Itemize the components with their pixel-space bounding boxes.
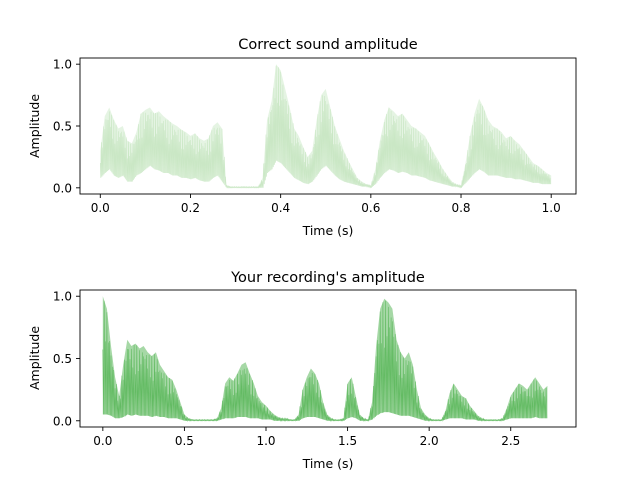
x-axis-ticks: 0.0 0.2 0.4 0.6 0.8 1.0: [91, 194, 561, 215]
x-tick-label: 1.0: [542, 201, 561, 215]
x-axis-label: Time (s): [302, 456, 354, 471]
y-axis-ticks: 0.0 0.5 1.0: [53, 58, 80, 196]
x-tick-label: 0.0: [93, 434, 112, 448]
x-tick-label: 2.5: [501, 434, 520, 448]
y-axis-label: Amplitude: [27, 326, 42, 390]
y-tick-label: 1.0: [53, 290, 72, 304]
x-tick-label: 0.2: [181, 201, 200, 215]
x-tick-label: 0.5: [175, 434, 194, 448]
x-tick-label: 0.8: [451, 201, 470, 215]
x-tick-label: 0.6: [361, 201, 380, 215]
recording-chart: Your recording's amplitude 0.0 0.5 1.0 1.5 2…: [27, 270, 576, 471]
y-tick-label: 1.0: [53, 58, 72, 72]
chart-title: Correct sound amplitude: [238, 37, 418, 53]
y-tick-label: 0.0: [53, 181, 72, 195]
y-tick-label: 0.0: [53, 414, 72, 428]
y-axis-label: Amplitude: [27, 94, 42, 158]
x-tick-label: 1.5: [338, 434, 357, 448]
chart-title: Your recording's amplitude: [230, 270, 425, 286]
correct-sound-chart: Correct sound amplitude 0.0 0.2 0.4 0.6 0.8 1…: [27, 37, 576, 238]
x-tick-label: 2.0: [420, 434, 439, 448]
amplitude-series: [103, 296, 548, 421]
x-tick-label: 0.4: [271, 201, 290, 215]
amplitude-envelope-0: [103, 296, 548, 421]
x-axis-label: Time (s): [302, 223, 354, 238]
x-tick-label: 1.0: [256, 434, 275, 448]
x-axis-ticks: 0.0 0.5 1.0 1.5 2.0 2.5: [93, 427, 520, 448]
amplitude-series: [100, 64, 551, 188]
x-tick-label: 0.0: [91, 201, 110, 215]
y-axis-ticks: 0.0 0.5 1.0: [53, 290, 80, 429]
y-tick-label: 0.5: [53, 120, 72, 134]
y-tick-label: 0.5: [53, 352, 72, 366]
